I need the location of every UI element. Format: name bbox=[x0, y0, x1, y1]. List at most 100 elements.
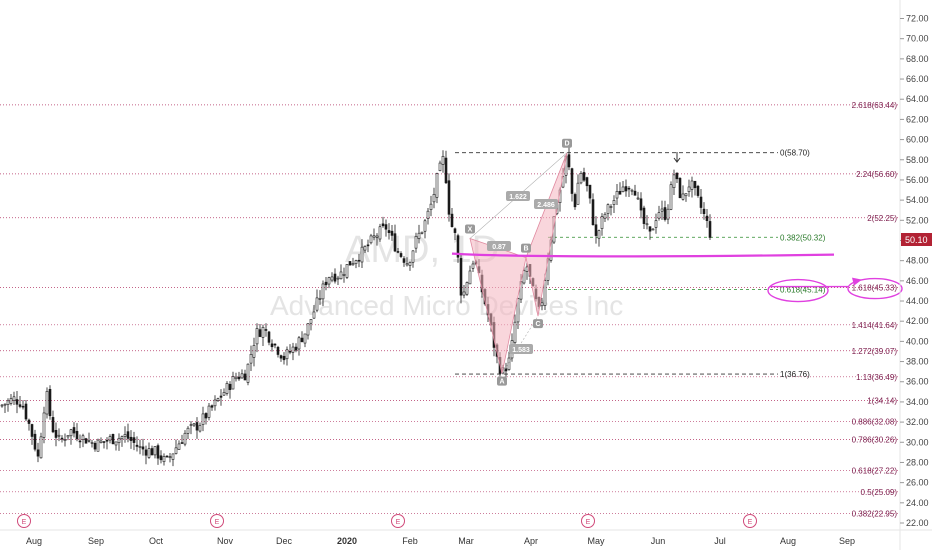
candle-body bbox=[693, 180, 697, 189]
candle-body bbox=[150, 448, 154, 456]
candle-body bbox=[234, 376, 238, 380]
candle-body bbox=[297, 337, 301, 350]
fib-level-label: 1.618(45.33) bbox=[852, 284, 898, 293]
candle-body bbox=[180, 442, 184, 444]
candle-body bbox=[681, 193, 685, 200]
candle-body bbox=[3, 403, 7, 406]
candle-body bbox=[387, 230, 391, 233]
candle-body bbox=[267, 331, 271, 343]
candle-body bbox=[243, 373, 247, 381]
candle-body bbox=[633, 190, 637, 196]
candle-body bbox=[324, 281, 328, 286]
candle-body bbox=[687, 186, 691, 192]
candle-body bbox=[699, 196, 703, 208]
x-tick-label: Dec bbox=[276, 536, 293, 546]
candle-body bbox=[396, 251, 400, 253]
candle-body bbox=[15, 399, 19, 405]
candle-body bbox=[369, 235, 373, 244]
candle-body bbox=[573, 194, 577, 208]
candle-body bbox=[672, 174, 676, 188]
candle-body bbox=[258, 329, 262, 337]
y-tick-label: 66.00 bbox=[906, 74, 929, 84]
y-tick-label: 48.00 bbox=[906, 256, 929, 266]
pattern-ratio-badge bbox=[506, 191, 530, 201]
pattern-point-badge bbox=[465, 224, 475, 234]
candle-body bbox=[411, 250, 415, 263]
candle-body bbox=[156, 445, 160, 459]
candle-body bbox=[84, 438, 88, 444]
candle-body bbox=[264, 329, 268, 331]
fib-level-label: 0.5(25.09) bbox=[861, 488, 898, 497]
candle-body bbox=[624, 186, 628, 192]
price-axis[interactable]: 22.00 24.00 26.00 28.00 30.00 32.00 34.00 36.00… bbox=[900, 14, 929, 529]
pattern-point-label: X bbox=[468, 226, 473, 233]
candle-body bbox=[441, 155, 445, 165]
candle-body bbox=[33, 433, 37, 450]
candle-body bbox=[273, 343, 277, 346]
candle-body bbox=[414, 236, 418, 249]
candle-body bbox=[198, 425, 202, 432]
candle-body bbox=[303, 333, 307, 344]
y-tick-label: 60.00 bbox=[906, 135, 929, 145]
y-tick-label: 38.00 bbox=[906, 357, 929, 367]
fibonacci-levels: 2.618(63.44) 2.24(56.60) 2(52.25) 1.618(45.… bbox=[0, 101, 900, 518]
candle-body bbox=[393, 233, 397, 252]
candle-body bbox=[177, 443, 181, 450]
candle-body bbox=[588, 184, 592, 199]
candle-body bbox=[345, 264, 349, 278]
x-tick-label: Jul bbox=[714, 536, 726, 546]
drawing-overlays bbox=[451, 152, 903, 303]
candle-body bbox=[246, 363, 250, 383]
pattern-ratio-label: 0.87 bbox=[492, 244, 506, 251]
y-tick-label: 46.00 bbox=[906, 276, 929, 286]
candle-body bbox=[24, 403, 28, 420]
candle-body bbox=[459, 258, 463, 296]
candle-body bbox=[162, 456, 166, 463]
candle-body bbox=[153, 446, 157, 456]
candle-body bbox=[252, 345, 256, 358]
candle-body bbox=[309, 319, 313, 324]
time-axis[interactable]: Aug Sep Oct Nov Dec 2020 Feb Mar Apr May Jun Jul Aug… bbox=[26, 536, 855, 546]
candle-body bbox=[462, 291, 466, 296]
candle-body bbox=[618, 190, 622, 195]
x-tick-label: Mar bbox=[458, 536, 474, 546]
x-tick-label: Aug bbox=[780, 536, 796, 546]
fib-level-label: 0.618(27.22) bbox=[852, 466, 898, 475]
candle-body bbox=[522, 270, 526, 284]
candle-body bbox=[240, 373, 244, 379]
candle-body bbox=[39, 436, 43, 459]
candle-body bbox=[591, 199, 595, 225]
y-tick-label: 54.00 bbox=[906, 195, 929, 205]
candle-body bbox=[642, 207, 646, 224]
watermark-name: Advanced Micro Devices Inc bbox=[270, 290, 623, 321]
candle-body bbox=[135, 444, 139, 447]
candle-body bbox=[123, 434, 127, 437]
candle-body bbox=[288, 350, 292, 353]
candle-body bbox=[660, 208, 664, 212]
x-tick-label: 2020 bbox=[337, 536, 357, 546]
earnings-marker bbox=[581, 514, 595, 528]
earnings-label: E bbox=[586, 519, 591, 526]
fib-level-label: 0.886(32.08) bbox=[852, 417, 898, 426]
candle-body bbox=[255, 328, 259, 345]
candle-body bbox=[192, 423, 196, 426]
peak-arrow bbox=[673, 152, 681, 163]
x-tick-label: Nov bbox=[217, 536, 234, 546]
y-tick-label: 52.00 bbox=[906, 215, 929, 225]
candle-body bbox=[54, 429, 58, 438]
candle-body bbox=[99, 440, 103, 443]
candle-body bbox=[594, 224, 598, 236]
y-tick-label: 40.00 bbox=[906, 336, 929, 346]
candle-body bbox=[336, 277, 340, 280]
x-tick-label: Jun bbox=[651, 536, 666, 546]
candle-body bbox=[93, 442, 97, 450]
y-tick-label: 72.00 bbox=[906, 14, 929, 24]
candle-body bbox=[27, 419, 31, 424]
candle-body bbox=[201, 413, 205, 425]
candle-body bbox=[270, 343, 274, 348]
candle-body bbox=[597, 230, 601, 239]
pattern-ratio-label: 1.622 bbox=[509, 194, 527, 201]
candle-body bbox=[468, 270, 472, 285]
candle-body bbox=[339, 271, 343, 280]
